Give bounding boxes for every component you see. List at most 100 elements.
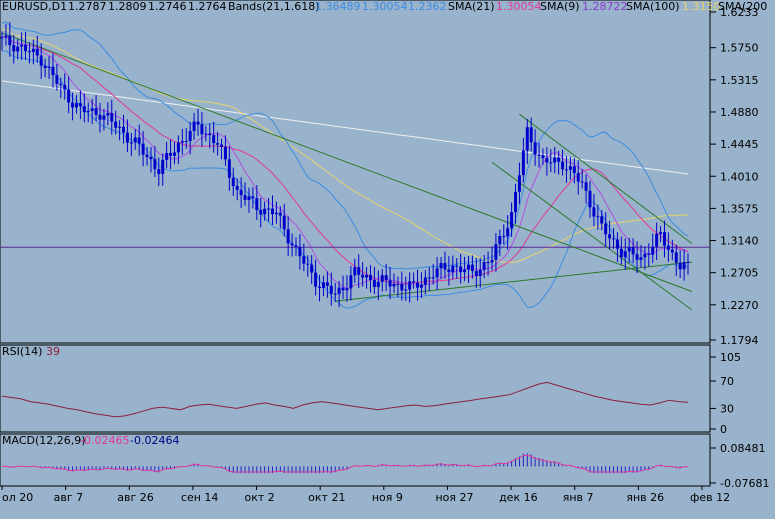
candle-body	[333, 293, 337, 295]
x-tick-label: дек 16	[499, 491, 538, 504]
candle-body	[549, 162, 553, 164]
sma100-line	[1, 28, 689, 263]
candle-body	[212, 135, 216, 144]
candle-body	[200, 124, 204, 135]
candle-body	[341, 287, 345, 291]
candle-body	[141, 143, 145, 155]
candle-body	[176, 142, 180, 153]
candle-body	[400, 283, 404, 291]
candle-body	[98, 114, 102, 120]
candle-body	[345, 288, 349, 291]
candle-body	[439, 263, 443, 269]
candle-body	[408, 281, 412, 290]
x-tick-label: янв 26	[626, 491, 664, 504]
candle-body	[169, 152, 173, 156]
candle-body	[588, 190, 592, 208]
candle-body	[86, 110, 90, 113]
trendline-channel-lower[interactable]	[491, 161, 693, 311]
candle-body	[612, 238, 616, 240]
candle-body	[435, 268, 439, 278]
candle-body	[361, 274, 365, 278]
candle-body	[314, 272, 318, 287]
y-axis-layer: 1.6233 1.5750 1.5315 1.4880 1.4445 1.4010 1.35…	[710, 6, 769, 490]
candle-body	[659, 232, 663, 234]
candle-body	[278, 212, 282, 216]
macd-value-signal: -0.02464	[130, 434, 179, 447]
candle-body	[110, 113, 114, 122]
candle-body	[267, 208, 271, 210]
candle-body	[231, 177, 235, 187]
candle-body	[196, 121, 200, 125]
candle-body	[533, 142, 537, 155]
trendline-channel-upper[interactable]	[519, 113, 693, 244]
candle-body	[8, 35, 12, 46]
candle-body	[259, 209, 263, 215]
rsi-chart-layer	[1, 381, 689, 418]
candle-body	[674, 252, 678, 263]
candle-body	[82, 106, 86, 113]
x-tick-label: янв 7	[563, 491, 594, 504]
rsi-value: 39	[46, 345, 60, 358]
main-header-sma100-label: SMA(100)	[626, 0, 680, 13]
candle-body	[463, 269, 467, 273]
x-tick-label: ноя 27	[435, 491, 473, 504]
y-tick-label: 1.6233	[720, 6, 759, 19]
main-header-sma21-value: 1.30054	[496, 0, 542, 13]
candle-body	[651, 246, 655, 255]
main-header-high: 1.2809	[108, 0, 147, 13]
candle-body	[506, 228, 510, 237]
candle-body	[78, 103, 82, 107]
candle-body	[564, 169, 568, 171]
y-tick-label: 1.2705	[720, 267, 759, 280]
trendline-up-support[interactable]	[335, 261, 692, 302]
main-header-close: 1.2764	[188, 0, 227, 13]
candle-body	[153, 159, 157, 170]
candle-body	[255, 198, 259, 210]
main-header-bands-mid: 1.30054	[362, 0, 408, 13]
candle-body	[270, 208, 274, 215]
macd-y-tick-label: -0.07681	[720, 477, 769, 490]
candle-body	[541, 155, 545, 159]
candle-body	[498, 236, 502, 245]
candle-body	[596, 216, 600, 218]
x-tick-label: авг 7	[54, 491, 84, 504]
candle-body	[106, 113, 110, 116]
y-tick-label: 1.4445	[720, 138, 759, 151]
candle-body	[627, 246, 631, 252]
x-axis-layer: ол 20 авг 7 авг 26 сен 14 окт 2 окт 21 ноя 9 но…	[1, 486, 730, 504]
main-header-sma9-value: 1.28722	[582, 0, 628, 13]
candle-body	[247, 196, 251, 200]
sma21-line	[1, 35, 689, 284]
candle-body	[639, 257, 643, 260]
trendline-down-long[interactable]	[1, 32, 693, 292]
candle-body	[125, 132, 129, 143]
candle-body	[392, 283, 396, 287]
main-panel[interactable]	[0, 0, 711, 344]
candle-body	[478, 269, 482, 276]
candle-body	[71, 102, 75, 108]
candle-body	[482, 262, 486, 270]
candle-body	[600, 216, 604, 224]
candle-body	[145, 154, 149, 157]
y-tick-label: 1.3575	[720, 202, 759, 215]
main-header-sma21-label: SMA(21)	[448, 0, 495, 13]
candle-body	[220, 144, 224, 147]
candle-body	[318, 286, 322, 289]
candle-body	[114, 121, 118, 128]
main-header-bands-label: Bands(21,1.618)	[228, 0, 320, 13]
candle-body	[521, 150, 525, 176]
rsi-panel[interactable]	[0, 344, 711, 433]
rsi-y-tick-label: 105	[720, 351, 741, 364]
candle-body	[561, 161, 565, 170]
candle-body	[161, 159, 165, 174]
candle-body	[517, 175, 521, 192]
candle-body	[4, 35, 8, 38]
bollinger-upper-line	[1, 21, 689, 270]
candle-body	[572, 166, 576, 174]
macd-panel[interactable]	[0, 433, 711, 487]
candle-body	[122, 126, 126, 133]
main-chart-layer	[0, 21, 710, 311]
main-header-sma9-label: SMA(9)	[540, 0, 580, 13]
